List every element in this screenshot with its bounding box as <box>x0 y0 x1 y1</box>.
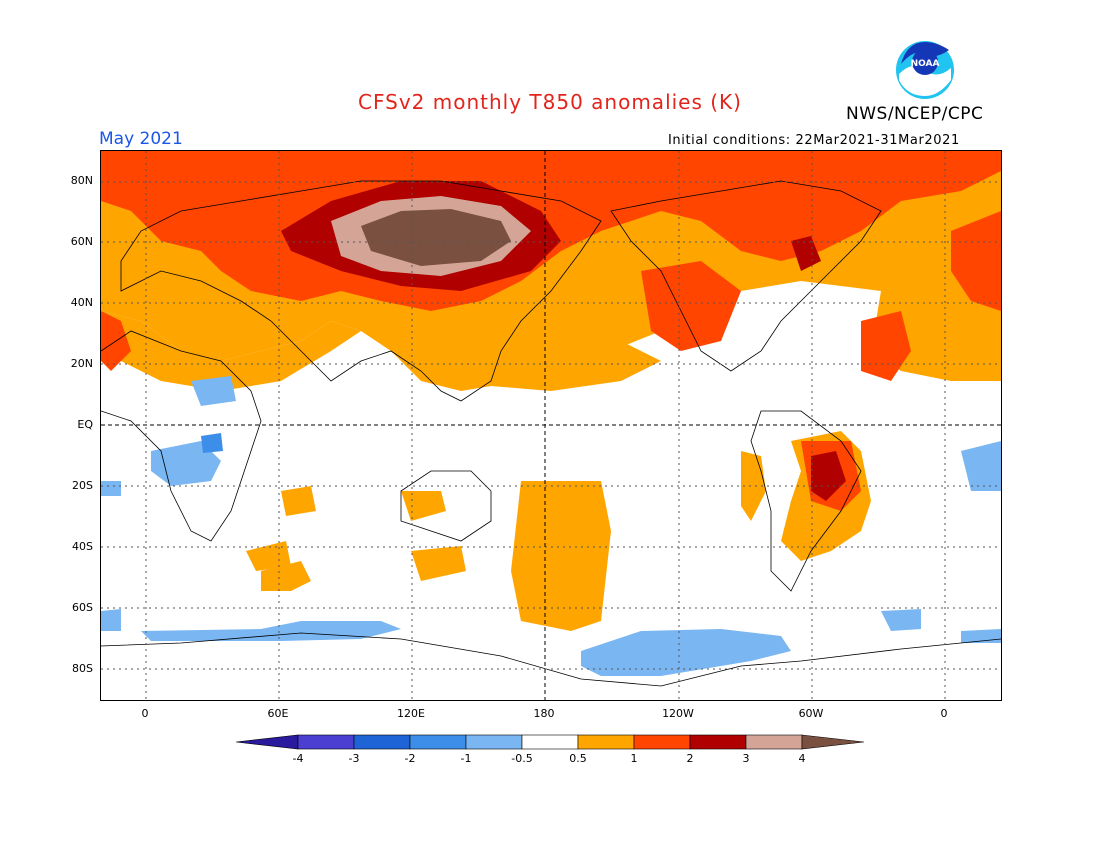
lon-label: 120W <box>662 707 694 720</box>
colorbar-segment <box>745 734 803 750</box>
anomaly-region <box>101 481 121 496</box>
colorbar-segment <box>465 734 523 750</box>
colorbar-tick-label: -4 <box>292 752 304 765</box>
lat-label: 20N <box>70 357 93 370</box>
lat-label: EQ <box>77 418 93 431</box>
lon-label: 120E <box>397 707 425 720</box>
coastlines <box>100 180 1002 687</box>
forecast-month: May 2021 <box>99 129 183 149</box>
colorbar-tick-label: -2 <box>404 752 416 765</box>
colorbar-tick-label: 0.5 <box>569 752 587 765</box>
colorbar-segment <box>689 734 747 750</box>
colorbar-tick-label: 4 <box>798 752 806 765</box>
anomaly-region <box>951 211 1001 311</box>
lat-label: 60N <box>70 235 93 248</box>
colorbar-segment <box>521 734 579 750</box>
colorbar-segment <box>409 734 467 750</box>
anomaly-region <box>861 311 911 381</box>
anomaly-region <box>791 236 821 271</box>
anomaly-region <box>811 451 846 501</box>
lon-label: 180 <box>533 707 555 720</box>
anomaly-region <box>411 546 466 581</box>
anomaly-region <box>191 376 236 406</box>
anomaly-region <box>401 491 446 521</box>
colorbar-segment <box>353 734 411 750</box>
lat-label: 40N <box>70 296 93 309</box>
anomaly-region <box>961 629 1001 643</box>
anomaly-region <box>641 261 741 351</box>
colorbar-segment <box>235 734 299 750</box>
agency-label: NWS/NCEP/CPC <box>846 104 984 124</box>
lat-label: 20S <box>72 479 93 492</box>
colorbar-segment <box>801 734 865 750</box>
anomaly-map <box>100 150 1002 701</box>
anomaly-region <box>141 621 401 641</box>
colorbar-tick-label: 2 <box>686 752 694 765</box>
lat-label: 80S <box>72 662 93 675</box>
lat-label: 60S <box>72 601 93 614</box>
colorbar-tick-label: -1 <box>460 752 472 765</box>
colorbar-tick-label: 1 <box>630 752 638 765</box>
chart-title: CFSv2 monthly T850 anomalies (K) <box>358 90 742 114</box>
anomaly-region <box>246 541 291 571</box>
colorbar-tick-label: 3 <box>742 752 750 765</box>
colorbar-segment <box>577 734 635 750</box>
logo-text: NOAA <box>911 59 940 69</box>
anomaly-region <box>281 486 316 516</box>
colorbar-segment <box>633 734 691 750</box>
colorbar-segment <box>297 734 355 750</box>
grid-lines <box>101 151 1001 700</box>
anomaly-region <box>101 609 121 631</box>
anomaly-region <box>961 441 1001 491</box>
anomaly-region <box>201 433 223 453</box>
map-canvas <box>100 151 1002 700</box>
anomaly-region <box>581 629 791 676</box>
anomaly-region <box>101 311 361 391</box>
lon-label: 60W <box>798 707 824 720</box>
anomaly-region <box>511 481 611 631</box>
initial-conditions: Initial conditions: 22Mar2021-31Mar2021 <box>668 133 960 148</box>
lon-label: 0 <box>940 707 948 720</box>
lon-label: 0 <box>141 707 149 720</box>
colorbar <box>235 733 866 753</box>
lat-label: 80N <box>70 174 93 187</box>
lat-label: 40S <box>72 540 93 553</box>
colorbar-tick-label: -3 <box>348 752 360 765</box>
anomaly-region <box>361 209 511 266</box>
lon-label: 60E <box>267 707 289 720</box>
anomaly-region <box>881 609 921 631</box>
anomaly-region <box>431 321 661 391</box>
colorbar-tick-label: -0.5 <box>511 752 533 765</box>
noaa-logo: NOAA <box>895 40 955 100</box>
